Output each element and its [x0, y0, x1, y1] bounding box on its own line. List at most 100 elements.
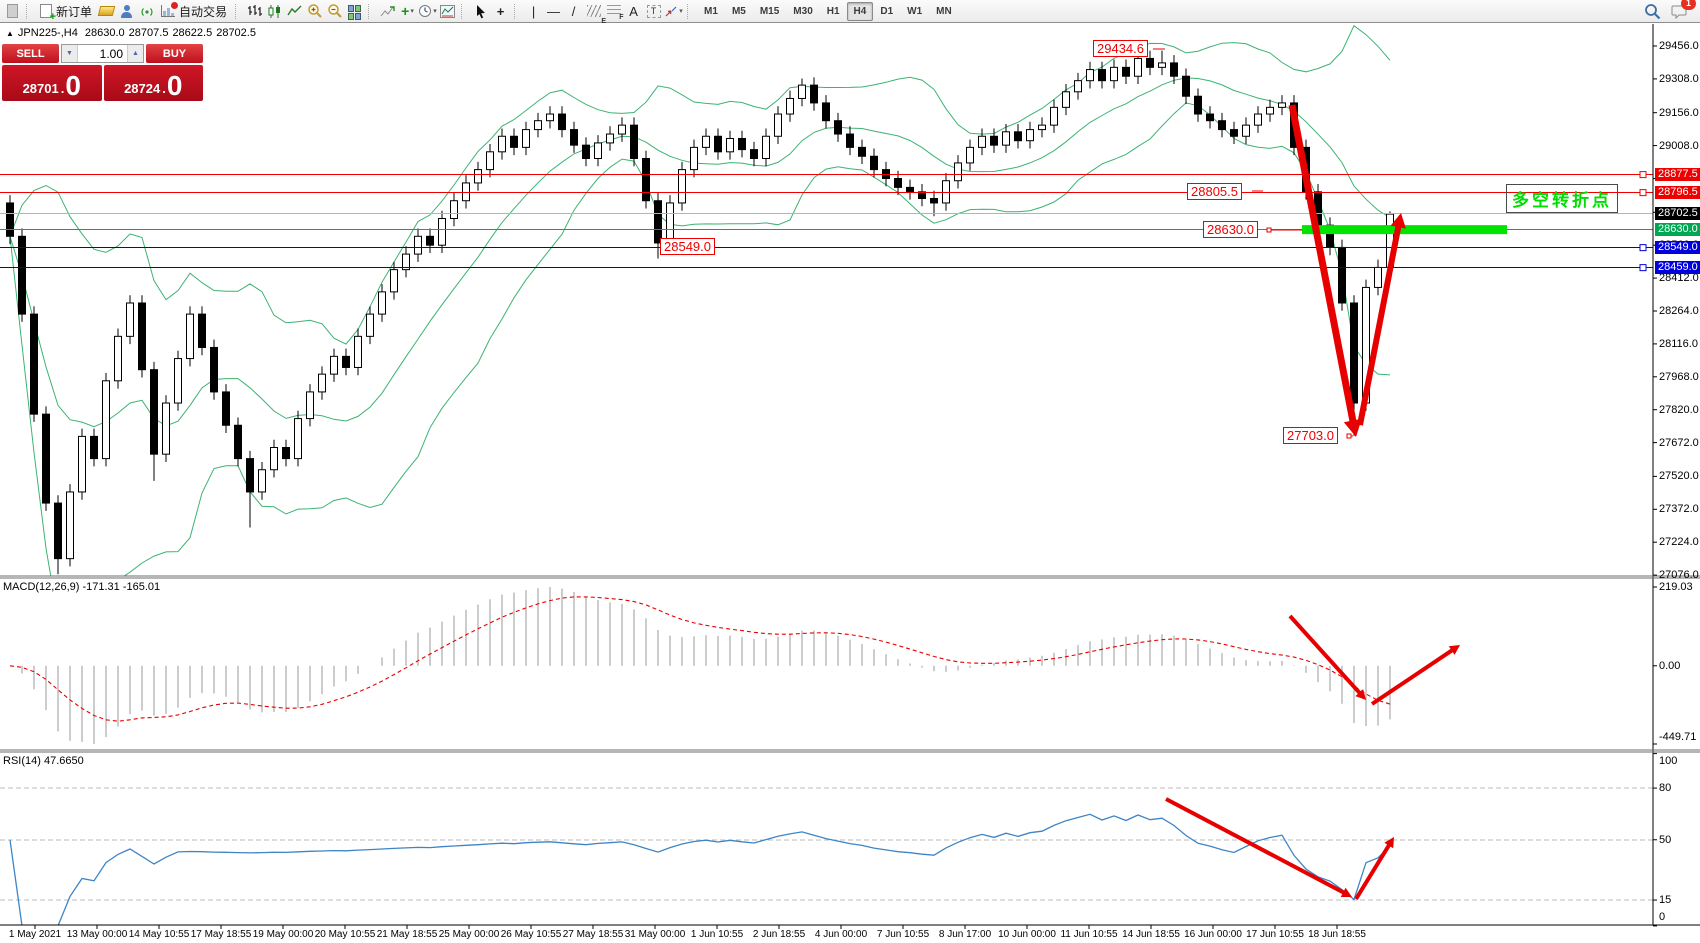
label-tool-icon[interactable]: T — [644, 2, 663, 21]
time-axis-label: 1 Jun 10:55 — [690, 929, 744, 940]
ohlc-high: 28707.5 — [128, 27, 169, 39]
buy-price[interactable]: 28724. 0 — [103, 65, 203, 101]
price-tag: 28549.0 — [1655, 241, 1700, 255]
gold-icon[interactable] — [97, 2, 116, 21]
sell-button[interactable]: SELL — [2, 44, 59, 63]
ohlc-close: 28702.5 — [216, 27, 256, 39]
cursor-icon[interactable] — [471, 2, 490, 21]
price-tag: 28459.0 — [1655, 261, 1700, 275]
callout-label[interactable]: 27703.0 — [1283, 427, 1338, 444]
autotrade-icon — [161, 2, 179, 17]
time-axis-label: 14 Jun 18:55 — [1122, 929, 1180, 940]
rsi-indicator-label: RSI(14) 47.6650 — [3, 755, 84, 767]
time-axis-label: 17 May 18:55 — [190, 929, 252, 940]
time-axis-label: 26 May 10:55 — [500, 929, 562, 940]
price-axis-label: 29156.0 — [1659, 106, 1699, 119]
timeframe-button-m30[interactable]: M30 — [793, 5, 813, 17]
horizontal-line-tool-icon[interactable]: — — [547, 3, 561, 19]
candlestick-mode-icon[interactable] — [265, 2, 284, 21]
price-axis-label: 28412.0 — [1659, 272, 1699, 285]
search-icon[interactable] — [1643, 2, 1662, 21]
autotrade-label: 自动交易 — [179, 4, 228, 19]
indicators-icon[interactable] — [378, 2, 397, 21]
add-indicator-icon[interactable]: + ▾ — [401, 3, 414, 19]
price-tag: 28630.0 — [1655, 223, 1700, 237]
timeframe-button-m5[interactable]: M5 — [731, 5, 746, 17]
trendline-tool-icon[interactable]: / — [571, 3, 576, 19]
autotrade-button[interactable]: 自动交易 — [157, 2, 231, 21]
price-tag: 28877.5 — [1655, 168, 1700, 182]
rsi-axis-label: 15 — [1659, 894, 1672, 907]
channel-tool-icon[interactable]: E — [584, 2, 606, 25]
timeframe-button-mn[interactable]: MN — [936, 5, 952, 17]
new-order-button[interactable]: + 新订单 — [36, 2, 96, 23]
timeframe-group: M1 M5 M15 M30 H1 H4 D1 W1 MN — [697, 1, 959, 21]
price-axis-label: 27672.0 — [1659, 436, 1699, 449]
ohlc-open: 28630.0 — [84, 27, 125, 39]
volume-increase-button[interactable]: ▲ — [127, 45, 143, 62]
signal-icon[interactable] — [137, 2, 156, 21]
price-tag: 28796.5 — [1655, 186, 1700, 200]
timeframe-button-h4[interactable]: H4 — [846, 1, 874, 21]
timeframe-button-m15[interactable]: M15 — [759, 5, 780, 17]
toolbar-grip — [368, 3, 373, 19]
timeframe-button-d1[interactable]: D1 — [880, 5, 894, 17]
callout-label[interactable]: 28805.5 — [1187, 183, 1242, 200]
fibonacci-tool-icon[interactable]: F — [604, 2, 624, 21]
time-axis-label: 31 May 00:00 — [624, 929, 686, 940]
crosshair-icon[interactable]: + — [496, 3, 505, 19]
callout-label[interactable]: 28630.0 — [1203, 221, 1258, 238]
macd-indicator-label: MACD(12,26,9) -171.31 -165.01 — [3, 581, 161, 593]
time-axis-label: 25 May 00:00 — [438, 929, 500, 940]
callout-label[interactable]: 28549.0 — [660, 238, 715, 255]
price-axis-label: 29456.0 — [1659, 40, 1699, 52]
sell-price[interactable]: 28701. 0 — [2, 65, 102, 101]
line-chart-mode-icon[interactable] — [285, 2, 304, 21]
time-axis-label: 16 Jun 00:00 — [1184, 929, 1242, 940]
volume-decrease-button[interactable]: ▼ — [62, 45, 78, 62]
time-axis-label: 21 May 18:55 — [376, 929, 438, 940]
community-icon[interactable] — [117, 2, 136, 21]
time-axis-label: 10 Jun 00:00 — [998, 929, 1056, 940]
time-axis-label: 17 Jun 10:55 — [1246, 929, 1304, 940]
collapse-icon[interactable]: ▲ — [6, 29, 14, 38]
arrows-tool-icon[interactable]: ▾ — [664, 2, 683, 21]
tile-windows-icon[interactable] — [345, 2, 364, 21]
toolbar-grip — [687, 3, 692, 19]
time-axis-label: 1 May 2021 — [8, 929, 62, 940]
macd-axis-label: -449.71 — [1659, 731, 1697, 743]
time-axis-label: 8 Jun 17:00 — [938, 929, 992, 940]
callout-label[interactable]: 29434.6 — [1093, 40, 1148, 57]
volume-input[interactable] — [78, 45, 127, 62]
time-axis-label: 2 Jun 18:55 — [752, 929, 806, 940]
macd-axis-label: 219.03 — [1659, 581, 1693, 593]
period-clock-icon[interactable]: ▾ — [418, 2, 437, 21]
timeframe-button-h1[interactable]: H1 — [826, 5, 840, 17]
symbol-period: JPN225-,H4 — [17, 27, 78, 39]
zoom-out-icon[interactable] — [325, 2, 344, 21]
notifications-icon[interactable]: 1 — [1670, 0, 1696, 21]
text-tool-icon[interactable]: A — [629, 3, 638, 19]
price-tag: 28702.5 — [1655, 207, 1700, 220]
time-axis-label: 18 Jun 18:55 — [1308, 929, 1366, 940]
price-axis-label: 27520.0 — [1659, 470, 1699, 483]
buy-button[interactable]: BUY — [146, 44, 203, 63]
time-axis-label: 27 May 18:55 — [562, 929, 624, 940]
volume-stepper: ▼ ▲ — [61, 44, 144, 63]
one-click-trade-panel: SELL ▼ ▲ BUY 28701.0 28724.0 — [2, 44, 203, 101]
bar-chart-mode-icon[interactable] — [245, 2, 264, 21]
zoom-in-icon[interactable] — [305, 2, 324, 21]
timeframe-button-m1[interactable]: M1 — [704, 5, 718, 17]
annotation-text[interactable]: 多空转折点 — [1506, 184, 1618, 213]
price-axis-label: 29308.0 — [1659, 72, 1699, 85]
toolbar-grip — [26, 3, 31, 19]
vertical-line-tool-icon[interactable]: | — [531, 3, 536, 19]
time-axis-label: 4 Jun 00:00 — [814, 929, 868, 940]
chart-settings-icon[interactable] — [438, 2, 457, 21]
ohlc-low: 28622.5 — [172, 27, 213, 39]
timeframe-button-w1[interactable]: W1 — [907, 5, 923, 17]
time-axis-label: 7 Jun 10:55 — [876, 929, 930, 940]
